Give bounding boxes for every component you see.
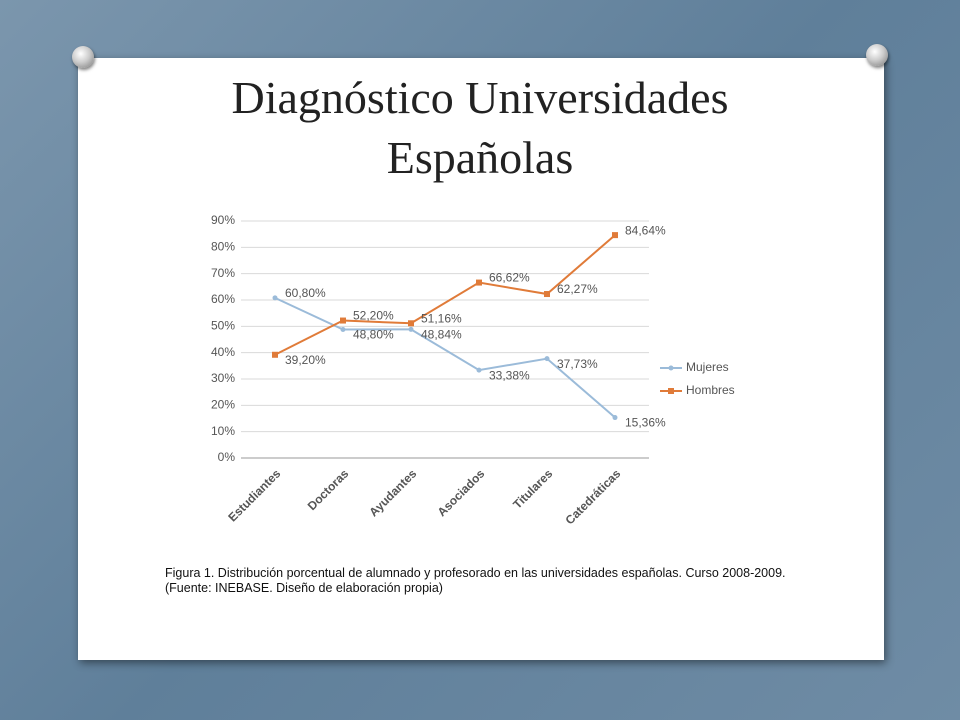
y-tick-label: 40% [211, 345, 235, 359]
x-tick-label: Estudiantes [225, 466, 283, 524]
legend-marker [668, 365, 674, 371]
marker [340, 326, 346, 332]
x-tick-label: Ayudantes [366, 466, 419, 519]
marker [476, 367, 482, 373]
y-tick-label: 20% [211, 398, 235, 412]
legend-label: Mujeres [686, 360, 729, 374]
data-label: 60,80% [285, 286, 326, 300]
y-tick-label: 50% [211, 319, 235, 333]
legend-label: Hombres [686, 383, 735, 397]
marker [340, 317, 346, 324]
y-tick-label: 60% [211, 292, 235, 306]
marker [408, 320, 414, 327]
caption: Figura 1. Distribución porcentual de alu… [165, 566, 786, 595]
marker [544, 291, 550, 298]
chart-box [188, 208, 745, 552]
y-tick-label: 90% [211, 213, 235, 227]
x-tick-label: Asociados [435, 466, 488, 519]
y-tick-label: 30% [211, 371, 235, 385]
data-label: 62,27% [557, 282, 598, 296]
data-label: 66,62% [489, 271, 530, 285]
y-tick-label: 10% [211, 424, 235, 438]
slide-title: Diagnóstico Universidades Españolas [231, 72, 729, 183]
data-label: 84,64% [625, 223, 666, 237]
y-tick-label: 70% [211, 266, 235, 280]
x-tick-label: Titulares [510, 466, 555, 511]
line [274, 234, 616, 356]
y-tick-label: 80% [211, 240, 235, 254]
y-tick-label: 0% [218, 450, 236, 464]
line [274, 296, 616, 419]
pin [72, 46, 94, 68]
x-tick-label: Catedráticas [563, 466, 624, 527]
marker [612, 232, 618, 239]
marker [408, 326, 414, 332]
data-label: 48,80% [353, 328, 394, 342]
x-tick-label: Doctoras [305, 466, 352, 513]
marker [612, 415, 618, 421]
pin [866, 44, 888, 66]
marker [272, 295, 278, 301]
data-label: 51,16% [421, 311, 462, 325]
data-label: 48,84% [421, 328, 462, 342]
data-label: 37,73% [557, 357, 598, 371]
data-label: 39,20% [285, 353, 326, 367]
legend-marker [668, 388, 674, 394]
marker [544, 356, 550, 362]
marker [272, 351, 278, 358]
data-label: 52,20% [353, 309, 394, 323]
marker [476, 279, 482, 286]
data-label: 33,38% [489, 368, 530, 382]
data-label: 15,36% [625, 416, 666, 430]
